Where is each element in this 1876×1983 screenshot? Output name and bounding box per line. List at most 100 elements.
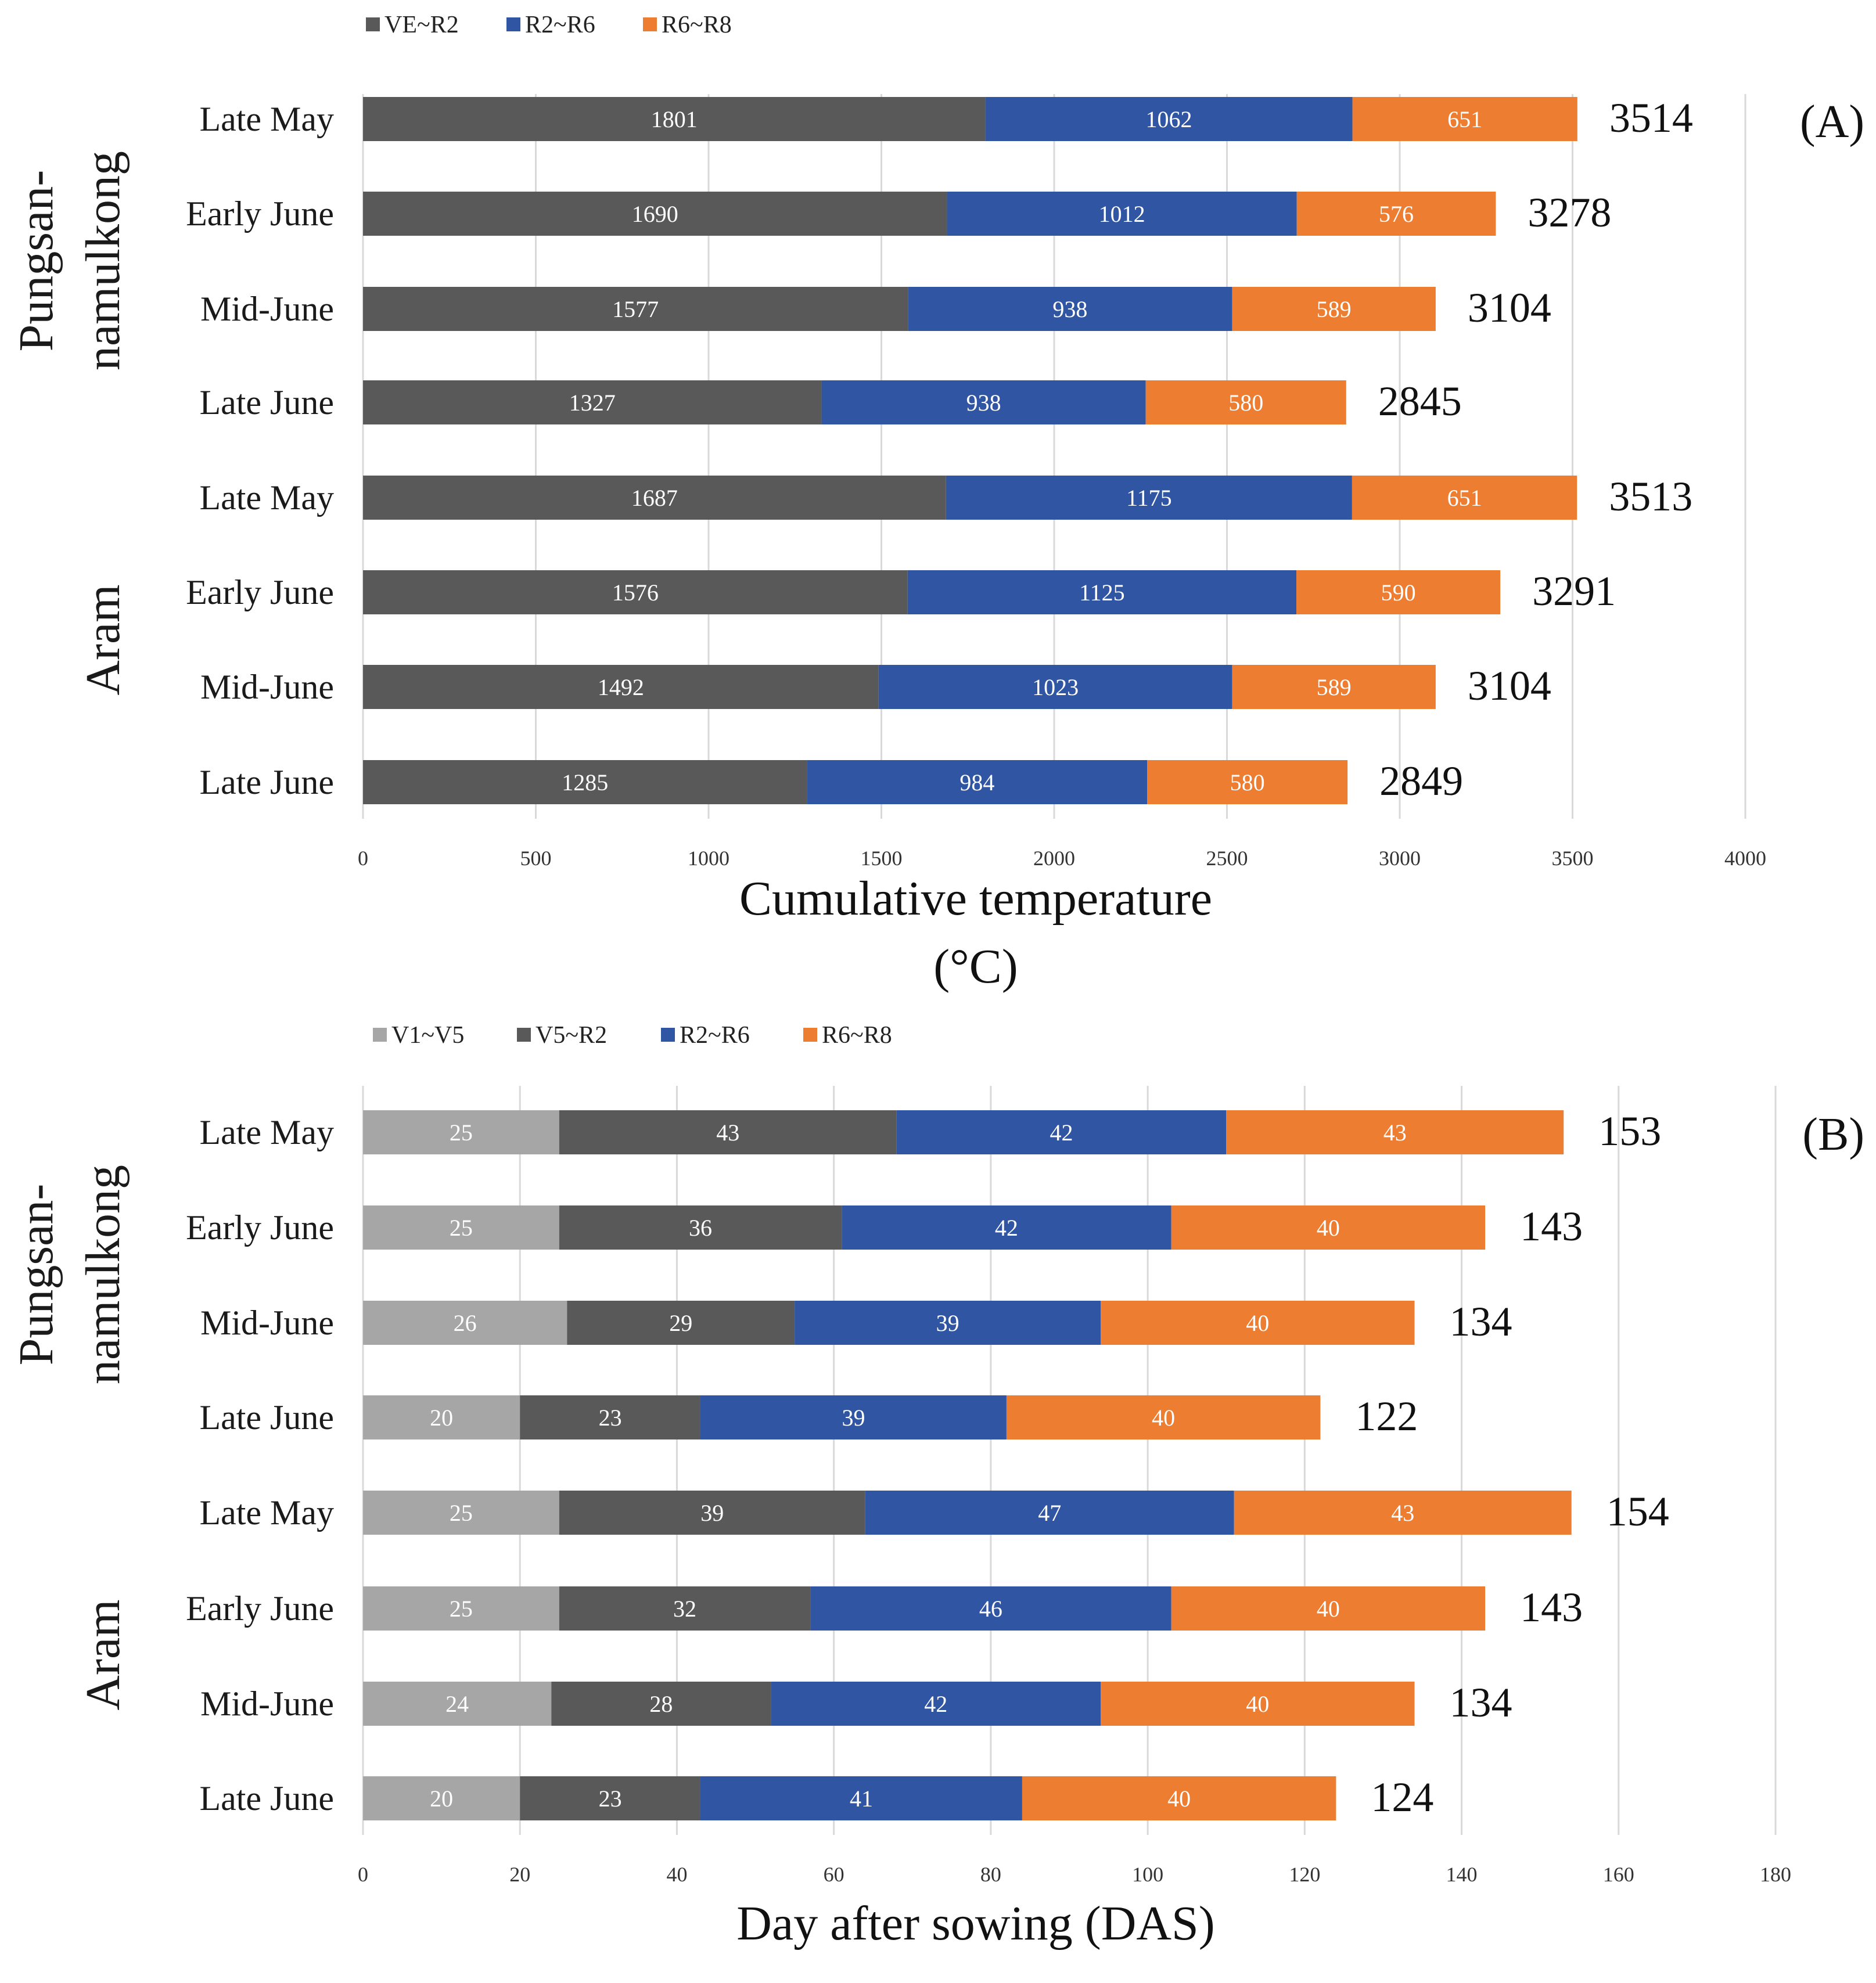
segment-value-label-b-7-2: 41 bbox=[850, 1786, 873, 1812]
total-label-a-3: 2845 bbox=[1378, 378, 1462, 424]
bar-segment-b-3-1 bbox=[520, 1395, 700, 1439]
legend-label-b-0: V1~V5 bbox=[391, 1022, 464, 1049]
bar-segment-a-0-2 bbox=[1352, 97, 1577, 141]
legend-swatch-b-1 bbox=[517, 1028, 531, 1042]
legend-label-b-2: R2~R6 bbox=[680, 1022, 750, 1049]
category-label-a-2: Mid-June bbox=[200, 290, 334, 328]
bar-segment-a-7-0 bbox=[363, 760, 807, 804]
segment-value-label-b-5-0: 25 bbox=[450, 1596, 473, 1622]
segment-value-label-b-3-0: 20 bbox=[430, 1405, 453, 1431]
bar-segment-b-6-3 bbox=[1101, 1682, 1415, 1726]
category-label-b-1: Early June bbox=[186, 1208, 334, 1247]
x-tick-label-a-4: 2000 bbox=[1033, 847, 1075, 870]
segment-value-label-a-5-0: 1576 bbox=[612, 580, 659, 606]
segment-value-label-b-7-1: 23 bbox=[599, 1786, 622, 1812]
segment-value-label-b-0-0: 25 bbox=[450, 1120, 473, 1146]
bar-segment-a-3-0 bbox=[363, 380, 822, 424]
total-label-b-1: 143 bbox=[1520, 1203, 1583, 1250]
segment-value-label-a-6-0: 1492 bbox=[598, 674, 644, 700]
total-label-b-7: 124 bbox=[1371, 1774, 1433, 1820]
bar-segment-b-7-2 bbox=[700, 1776, 1022, 1820]
legend-swatch-a-2 bbox=[643, 17, 657, 31]
bar-segment-b-6-2 bbox=[771, 1682, 1101, 1726]
segment-value-label-b-3-2: 39 bbox=[842, 1405, 865, 1431]
x-axis-title-a-line1: (°C) bbox=[933, 940, 1018, 994]
bar-segment-b-4-2 bbox=[865, 1491, 1234, 1535]
total-label-a-5: 3291 bbox=[1532, 568, 1616, 614]
bar-segment-b-3-2 bbox=[700, 1395, 1007, 1439]
category-label-a-5: Early June bbox=[186, 573, 334, 611]
bar-segment-a-5-2 bbox=[1296, 570, 1501, 614]
segment-value-label-a-3-0: 1327 bbox=[569, 390, 616, 416]
segment-value-label-b-4-2: 47 bbox=[1038, 1500, 1061, 1526]
x-tick-label-b-9: 180 bbox=[1760, 1863, 1791, 1886]
segment-value-label-b-7-3: 40 bbox=[1167, 1786, 1191, 1812]
total-label-a-7: 2849 bbox=[1379, 758, 1463, 804]
segment-value-label-b-6-1: 28 bbox=[649, 1691, 673, 1717]
x-tick-label-b-3: 60 bbox=[824, 1863, 844, 1886]
bar-segment-b-7-3 bbox=[1022, 1776, 1336, 1820]
panel-b-chart: 0 20 40 60 80 100 120 140 160 180 25 43 42 43 Late May… bbox=[9, 1022, 1864, 1950]
legend-swatch-b-3 bbox=[803, 1028, 817, 1042]
bar-segment-a-3-2 bbox=[1145, 380, 1346, 424]
bar-segment-b-1-2 bbox=[842, 1205, 1171, 1250]
bar-segment-a-2-1 bbox=[908, 287, 1232, 331]
bar-segment-b-3-3 bbox=[1006, 1395, 1321, 1439]
segment-value-label-b-2-2: 39 bbox=[936, 1310, 959, 1336]
x-tick-label-b-1: 20 bbox=[509, 1863, 530, 1886]
x-tick-label-a-3: 1500 bbox=[861, 847, 903, 870]
x-axis-title-a: Cumulative temperature bbox=[739, 872, 1212, 926]
segment-value-label-a-7-0: 1285 bbox=[562, 769, 608, 796]
segment-value-label-b-2-3: 40 bbox=[1246, 1310, 1269, 1336]
bar-segment-b-0-0 bbox=[363, 1110, 559, 1154]
segment-value-label-a-4-2: 651 bbox=[1447, 485, 1482, 511]
x-tick-label-a-8: 4000 bbox=[1724, 847, 1766, 870]
segment-value-label-a-6-2: 589 bbox=[1317, 674, 1352, 700]
segment-value-label-b-6-0: 24 bbox=[445, 1691, 469, 1717]
bar-segment-b-1-1 bbox=[559, 1205, 842, 1250]
segment-value-label-b-6-3: 40 bbox=[1246, 1691, 1269, 1717]
bar-segment-a-0-1 bbox=[985, 97, 1353, 141]
bar-segment-b-2-1 bbox=[567, 1301, 795, 1345]
segment-value-label-a-4-1: 1175 bbox=[1126, 485, 1172, 511]
group-label-a-0-line1: namulkong bbox=[76, 151, 130, 370]
legend-swatch-a-0 bbox=[366, 17, 380, 31]
legend-swatch-a-1 bbox=[506, 17, 520, 31]
bar-segment-b-5-1 bbox=[559, 1586, 811, 1631]
segment-value-label-a-2-0: 1577 bbox=[612, 296, 659, 322]
x-tick-label-b-2: 40 bbox=[666, 1863, 687, 1886]
bar-segment-a-1-0 bbox=[363, 192, 947, 236]
category-label-a-3: Late June bbox=[199, 383, 334, 422]
bar-segment-a-4-2 bbox=[1352, 476, 1577, 520]
bar-segment-a-0-0 bbox=[363, 97, 986, 141]
segment-value-label-b-6-2: 42 bbox=[924, 1691, 947, 1717]
total-label-a-4: 3513 bbox=[1609, 473, 1692, 520]
bar-segment-b-2-0 bbox=[363, 1301, 567, 1345]
bar-segment-a-1-1 bbox=[947, 192, 1297, 236]
segment-value-label-b-3-1: 23 bbox=[599, 1405, 622, 1431]
x-tick-label-b-4: 80 bbox=[980, 1863, 1001, 1886]
segment-value-label-a-5-1: 1125 bbox=[1079, 580, 1125, 606]
segment-value-label-b-4-3: 43 bbox=[1391, 1500, 1414, 1526]
group-label-b-0-line0: Pungsan- bbox=[9, 1184, 63, 1366]
x-tick-label-b-8: 160 bbox=[1603, 1863, 1634, 1886]
bar-segment-b-4-3 bbox=[1234, 1491, 1572, 1535]
bar-segment-b-0-2 bbox=[896, 1110, 1227, 1154]
total-label-a-6: 3104 bbox=[1468, 663, 1551, 709]
group-label-b-1: Aram bbox=[76, 1599, 130, 1710]
x-tick-label-a-5: 2500 bbox=[1206, 847, 1248, 870]
bar-segment-a-4-0 bbox=[363, 476, 946, 520]
bar-segment-a-2-0 bbox=[363, 287, 908, 331]
bar-segment-a-5-0 bbox=[363, 570, 908, 614]
total-label-b-5: 143 bbox=[1520, 1584, 1583, 1631]
bar-segment-b-7-1 bbox=[520, 1776, 700, 1820]
segment-value-label-a-3-1: 938 bbox=[966, 390, 1001, 416]
group-label-a-0-line0: Pungsan- bbox=[9, 170, 63, 352]
total-label-b-6: 134 bbox=[1449, 1679, 1512, 1726]
segment-value-label-b-5-3: 40 bbox=[1317, 1596, 1340, 1622]
segment-value-label-a-0-0: 1801 bbox=[651, 106, 698, 132]
segment-value-label-b-7-0: 20 bbox=[430, 1786, 453, 1812]
bar-segment-b-0-3 bbox=[1226, 1110, 1564, 1154]
panel-tag-b: (B) bbox=[1802, 1109, 1864, 1160]
legend-label-b-3: R6~R8 bbox=[822, 1022, 892, 1049]
